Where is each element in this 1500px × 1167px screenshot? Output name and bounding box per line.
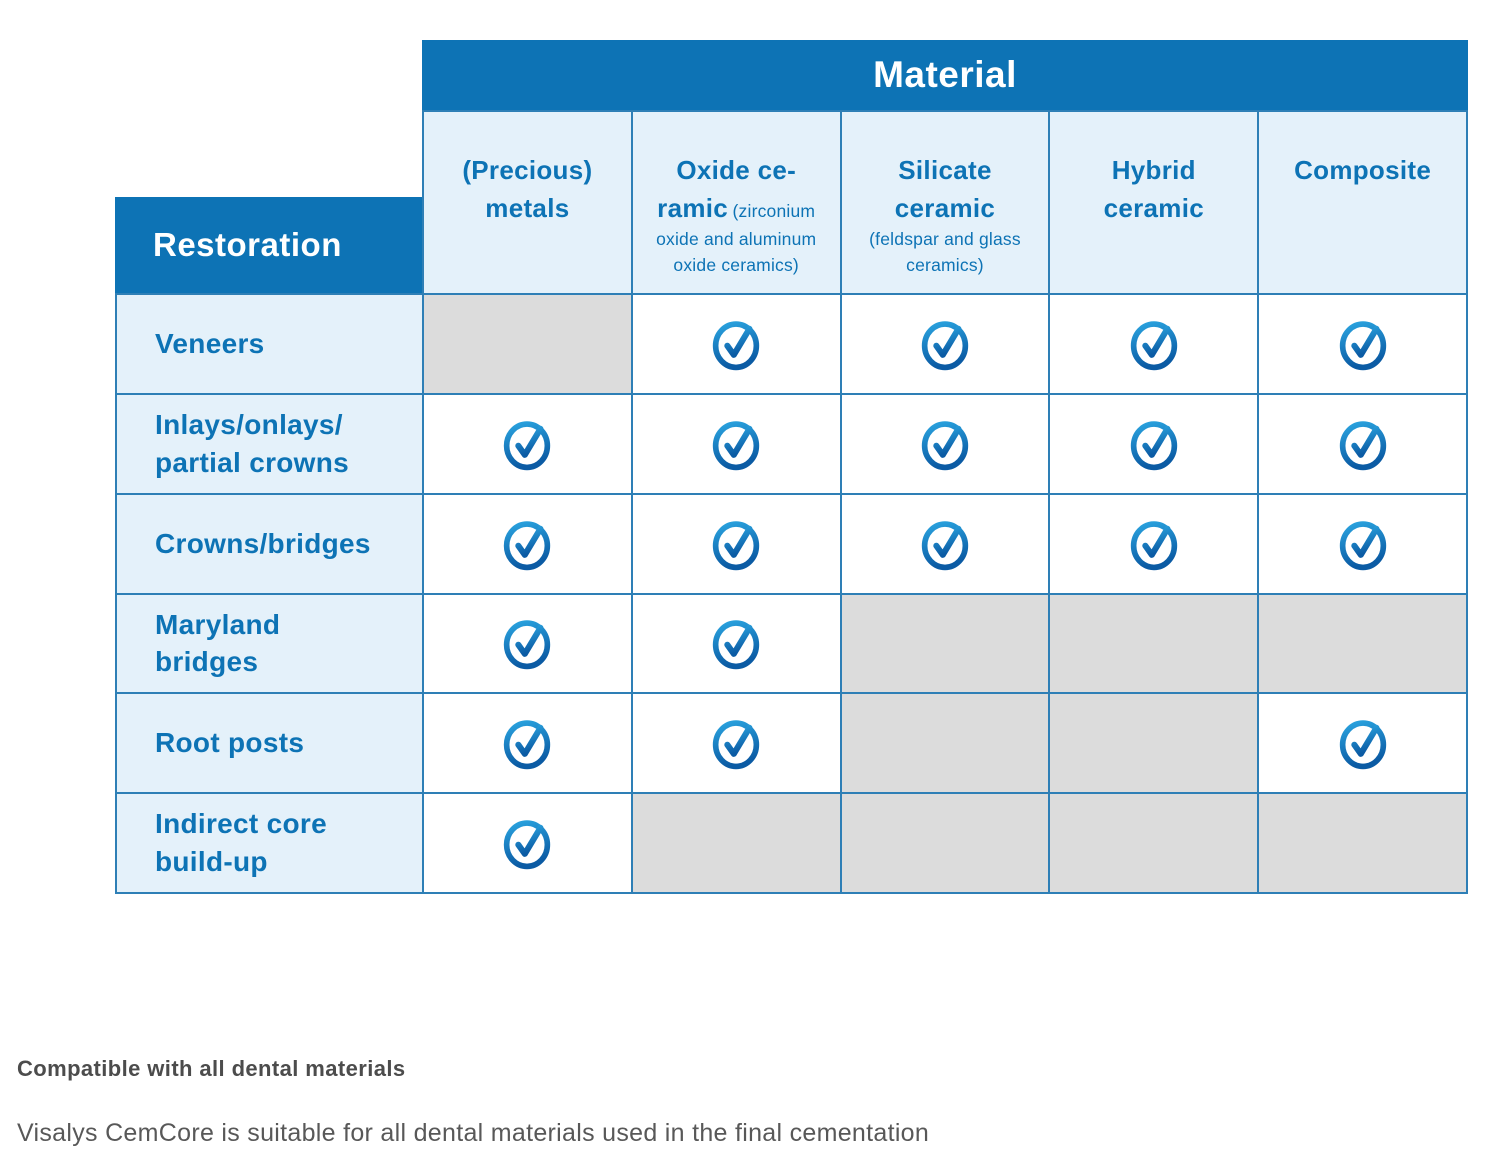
compatibility-cell: [1257, 692, 1466, 793]
compatibility-cell: [1257, 492, 1466, 593]
row-label-inlays-onlays-partial-crowns: Inlays/onlays/ partial crowns: [115, 392, 422, 493]
check-circle-icon: [1339, 520, 1386, 570]
compatibility-cell: [1048, 293, 1258, 393]
compatibility-cell: [839, 392, 1049, 493]
compatibility-cell: [630, 592, 840, 693]
check-circle-icon: [1339, 420, 1386, 470]
compatibility-cell: [1048, 592, 1258, 693]
compatibility-cell: [630, 293, 840, 393]
compatibility-cell: [630, 392, 840, 493]
check-circle-icon: [1339, 720, 1386, 770]
compatibility-cell: [422, 392, 631, 493]
column-title: (Precious) metals: [462, 155, 593, 223]
check-circle-icon: [713, 620, 760, 670]
column-header-precious-metals: (Precious) metals: [422, 110, 631, 293]
row-label-maryland-bridges: Maryland bridges: [115, 592, 422, 693]
check-circle-icon: [1130, 420, 1177, 470]
column-title: Hybrid ceramic: [1103, 155, 1204, 223]
compatibility-cell: [422, 792, 631, 892]
column-title: Silicate ceramic: [894, 155, 996, 223]
column-note: (zirconium oxide and aluminum oxide cera…: [656, 200, 817, 275]
row-label-root-posts: Root posts: [115, 692, 422, 793]
corner-cell: Restoration: [115, 110, 422, 293]
compatibility-cell: [839, 592, 1049, 693]
material-header: Material: [422, 40, 1468, 110]
restoration-header: Restoration: [115, 197, 422, 293]
compatibility-cell: [422, 293, 631, 393]
check-circle-icon: [1130, 321, 1177, 371]
compatibility-cell: [630, 792, 840, 892]
compatibility-cell: [839, 293, 1049, 393]
compatibility-cell: [1257, 293, 1466, 393]
footer-description: Visalys CemCore is suitable for all dent…: [17, 1119, 930, 1147]
row-label-veneers: Veneers: [115, 293, 422, 393]
compatibility-grid: Restoration (Precious) metals Oxide ce-r…: [115, 110, 1468, 894]
column-header-composite: Composite: [1257, 110, 1466, 293]
compatibility-cell: [839, 792, 1049, 892]
check-circle-icon: [921, 520, 969, 570]
check-circle-icon: [504, 720, 551, 770]
column-header-oxide-ceramic: Oxide ce-ramic (zirconium oxide and alum…: [630, 110, 840, 293]
column-header-hybrid-ceramic: Hybrid ceramic: [1048, 110, 1258, 293]
check-circle-icon: [1130, 520, 1177, 570]
row-label-indirect-core-build-up: Indirect core build-up: [115, 792, 422, 892]
check-circle-icon: [921, 420, 969, 470]
compatibility-cell: [1257, 392, 1466, 493]
check-circle-icon: [1339, 321, 1386, 371]
check-circle-icon: [504, 820, 551, 870]
compatibility-table: Material Restoration (Precious) metals O…: [115, 40, 1468, 894]
compatibility-cell: [839, 692, 1049, 793]
check-circle-icon: [921, 321, 969, 371]
compatibility-cell: [630, 692, 840, 793]
column-title: Composite: [1294, 155, 1432, 185]
compatibility-cell: [1048, 392, 1258, 493]
compatibility-cell: [1048, 492, 1258, 593]
compatibility-cell: [1048, 692, 1258, 793]
compatibility-cell: [839, 492, 1049, 593]
check-circle-icon: [504, 520, 551, 570]
compatibility-cell: [630, 492, 840, 593]
compatibility-cell: [1257, 792, 1466, 892]
check-circle-icon: [713, 420, 760, 470]
check-circle-icon: [504, 420, 551, 470]
column-note: (feldspar and glass ceramics): [869, 229, 1021, 275]
column-header-silicate-ceramic: Silicate ceramic (feldspar and glass cer…: [839, 110, 1049, 293]
check-circle-icon: [713, 321, 760, 371]
compatibility-cell: [422, 592, 631, 693]
check-circle-icon: [713, 720, 760, 770]
compatibility-cell: [422, 492, 631, 593]
footer-heading: Compatible with all dental materials: [17, 1056, 406, 1081]
column-title: Oxide ce-ramic: [657, 155, 797, 223]
row-label-crowns-bridges: Crowns/bridges: [115, 492, 422, 593]
check-circle-icon: [713, 520, 760, 570]
compatibility-cell: [422, 692, 631, 793]
check-circle-icon: [504, 620, 551, 670]
compatibility-cell: [1048, 792, 1258, 892]
compatibility-cell: [1257, 592, 1466, 693]
